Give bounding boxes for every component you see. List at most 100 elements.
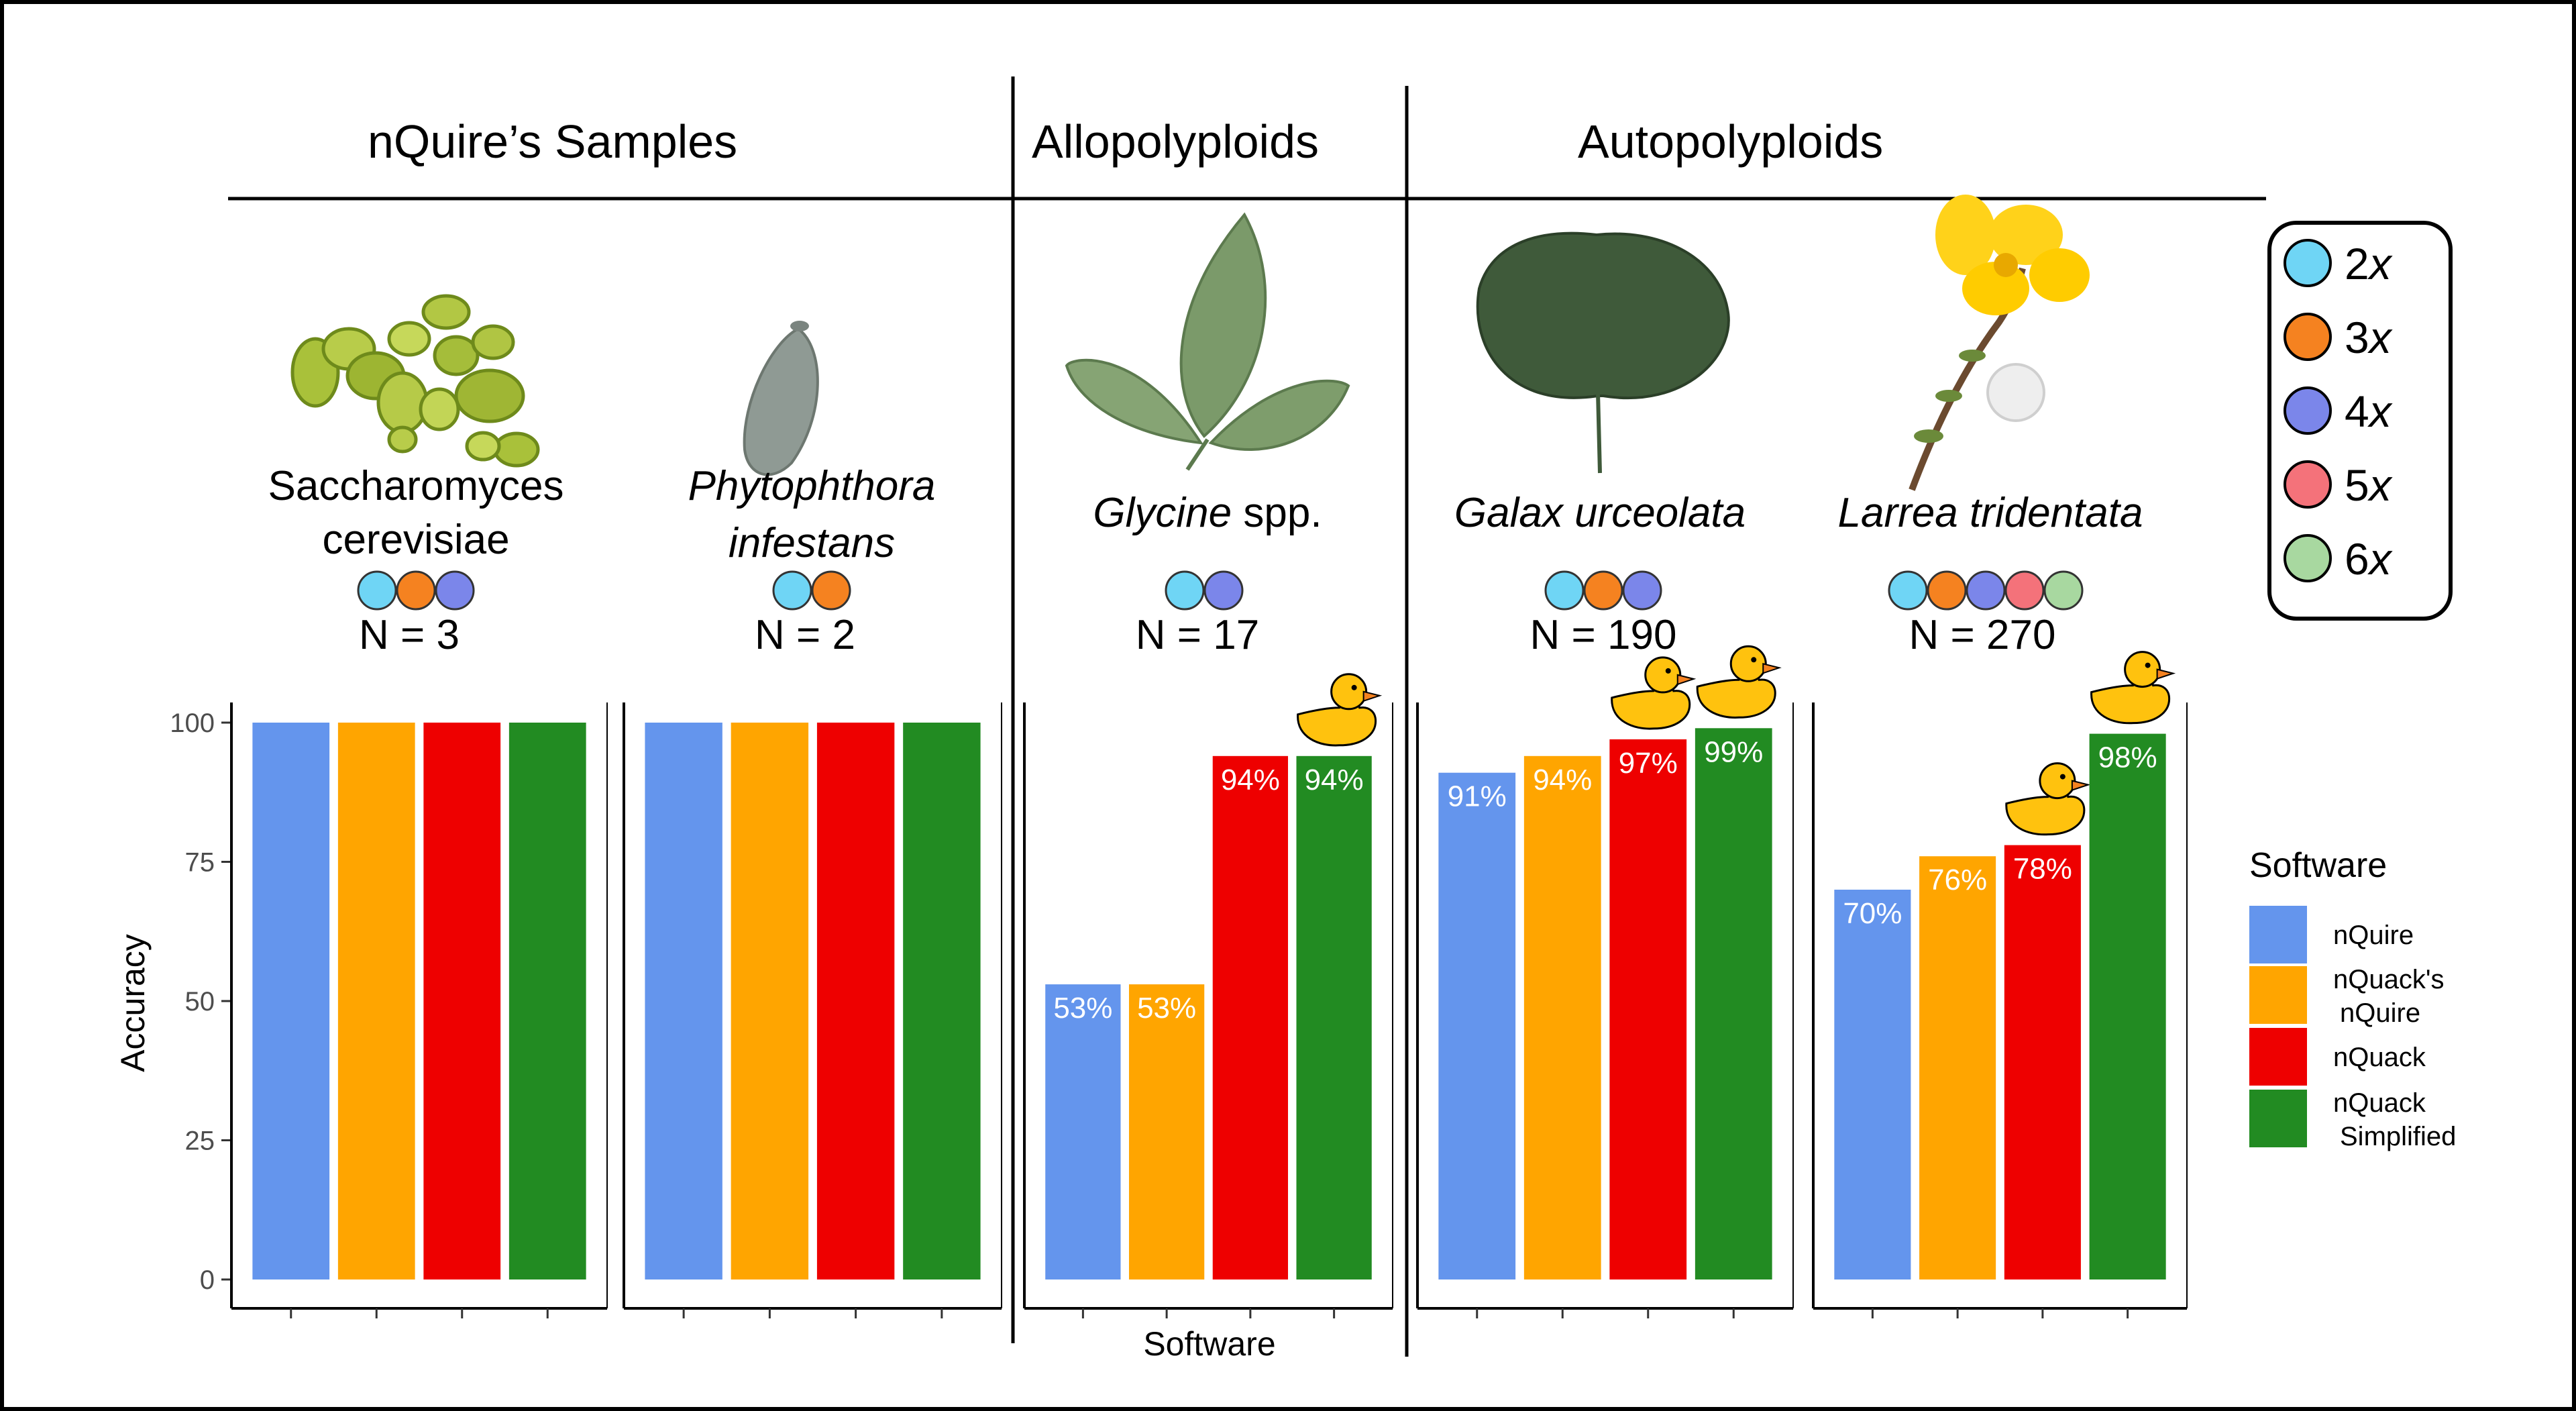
y-tick-label: 75	[185, 848, 215, 878]
galax-leaf-icon	[1476, 231, 1730, 474]
ploidy-dot-rows	[357, 570, 2084, 611]
glycine-leaf-icon	[1065, 212, 1350, 471]
ploidy-legend-label: 5x	[2345, 460, 2393, 510]
species-name-saccharomyces-line1: Saccharomyces	[268, 463, 564, 509]
ploidy-dot-2x	[1165, 570, 1205, 611]
y-tick-label: 0	[200, 1265, 215, 1295]
ploidy-legend-swatch	[2284, 313, 2332, 361]
ploidy-legend-swatch	[2284, 239, 2332, 287]
bar-data-label: 97%	[1619, 747, 1678, 780]
ploidy-legend-x: x	[2367, 239, 2393, 289]
ploidy-dot-2x	[357, 570, 397, 611]
ploidy-dot-5x	[2004, 570, 2045, 611]
ploidy-dot-3x	[1927, 570, 1967, 611]
phytophthora-spore-icon	[743, 321, 819, 476]
ploidy-legend-number: 4	[2345, 386, 2369, 436]
chart-panels: 53% 53% 94% 94% 91% 94% 97% 99% 70% 76% 78% 98%	[230, 645, 2188, 1318]
section-title-autopolyploids: Autopolyploids	[1578, 115, 1883, 168]
yeast-cells-icon	[290, 294, 540, 468]
bar-nquire	[1834, 890, 1911, 1279]
section-title-nquire: nQuire’s Samples	[368, 115, 737, 168]
bar-nquack-simplified	[2089, 733, 2166, 1279]
software-legend-label: nQuire	[2340, 998, 2420, 1028]
species-name-larrea: Larrea tridentata	[1838, 490, 2143, 536]
ploidy-legend-swatch	[2284, 460, 2332, 509]
bar-nquack-simplified	[1695, 728, 1772, 1279]
bar-nquire	[1438, 772, 1516, 1279]
bar-data-label: 53%	[1137, 992, 1196, 1025]
ploidy-legend-x: x	[2367, 534, 2393, 584]
software-legend-swatch	[2249, 966, 2307, 1024]
species-name-phytophthora-line2: infestans	[729, 520, 895, 566]
rubber-duck-icon	[1611, 656, 1697, 730]
n-label-phytophthora: N = 2	[755, 612, 855, 658]
bar-nquack-s-nquire	[1523, 755, 1601, 1279]
bar-nquire	[1045, 984, 1121, 1279]
rubber-duck-icon	[1696, 645, 1782, 719]
bar-data-label: 78%	[2013, 853, 2072, 886]
ploidy-dot-3x	[396, 570, 436, 611]
ploidy-legend-x: x	[2367, 313, 2393, 362]
species-name-phytophthora-line1: Phytophthora	[688, 463, 936, 509]
software-legend: nQuire nQuack's nQuire nQuack nQuack Simplifi…	[2249, 906, 2456, 1151]
bar-nquack	[1212, 755, 1289, 1279]
ploidy-dot-2x	[772, 570, 812, 611]
species-name-galax: Galax urceolata	[1454, 490, 1746, 536]
bar-nquire	[645, 723, 722, 1279]
ploidy-legend-number: 2	[2345, 239, 2369, 289]
bar-nquack-simplified	[1296, 755, 1372, 1279]
bar-data-label: 53%	[1053, 992, 1112, 1025]
panel-5: 70% 76% 78% 98%	[1812, 651, 2188, 1318]
ploidy-legend-label: 2x	[2345, 239, 2393, 289]
n-label-glycine: N = 17	[1136, 612, 1259, 658]
bar-nquire	[252, 723, 330, 1279]
bar-data-label: 99%	[1704, 735, 1763, 768]
ploidy-dot-2x	[1888, 570, 1928, 611]
ploidy-legend-label: 4x	[2345, 386, 2393, 436]
y-tick-label: 50	[185, 987, 215, 1016]
software-legend-swatch	[2249, 1090, 2307, 1147]
species-name-glycine-suffix: spp.	[1232, 490, 1322, 536]
y-axis-label: Accuracy	[114, 934, 152, 1072]
rubber-duck-icon	[2090, 651, 2176, 725]
ploidy-legend-label: 6x	[2345, 534, 2393, 584]
ploidy-dot-6x	[2043, 570, 2084, 611]
bar-nquack-s-nquire	[731, 723, 809, 1279]
panel-3: 53% 53% 94% 94%	[1023, 673, 1393, 1318]
panel-1	[230, 702, 608, 1318]
bar-data-label: 94%	[1305, 764, 1364, 796]
panel-2	[623, 702, 1002, 1318]
ploidy-dot-2x	[1544, 570, 1585, 611]
rubber-duck-icon	[1297, 673, 1383, 747]
bar-nquack	[2004, 845, 2081, 1279]
bar-data-label: 76%	[1928, 864, 1987, 896]
ploidy-legend-x: x	[2367, 460, 2393, 510]
bar-nquack	[423, 723, 501, 1279]
ploidy-dot-3x	[1583, 570, 1623, 611]
software-legend-label: nQuire	[2333, 921, 2414, 950]
ploidy-dot-4x	[1622, 570, 1662, 611]
rubber-duck-icon	[2005, 762, 2091, 836]
software-legend-title: Software	[2249, 846, 2387, 885]
n-label-galax: N = 190	[1530, 612, 1677, 658]
ploidy-dot-3x	[811, 570, 851, 611]
bar-nquack-simplified	[508, 723, 586, 1279]
species-name-glycine-genus: Glycine	[1093, 490, 1232, 536]
ploidy-legend-swatch	[2284, 534, 2332, 582]
software-legend-swatch	[2249, 906, 2307, 963]
ploidy-legend-swatch	[2284, 386, 2332, 435]
bar-nquack-s-nquire	[337, 723, 415, 1279]
ploidy-legend-number: 6	[2345, 534, 2369, 584]
panel-4: 91% 94% 97% 99%	[1416, 645, 1794, 1318]
ploidy-legend-number: 3	[2345, 313, 2369, 362]
bar-data-label: 94%	[1221, 764, 1280, 796]
ploidy-dot-4x	[435, 570, 475, 611]
y-tick-label: 25	[185, 1127, 215, 1156]
bar-nquack-simplified	[903, 723, 981, 1279]
ploidy-dot-4x	[1966, 570, 2006, 611]
larrea-flower-icon	[1909, 195, 2090, 491]
software-legend-label: nQuack	[2333, 1043, 2426, 1072]
n-label-larrea: N = 270	[1909, 612, 2056, 658]
